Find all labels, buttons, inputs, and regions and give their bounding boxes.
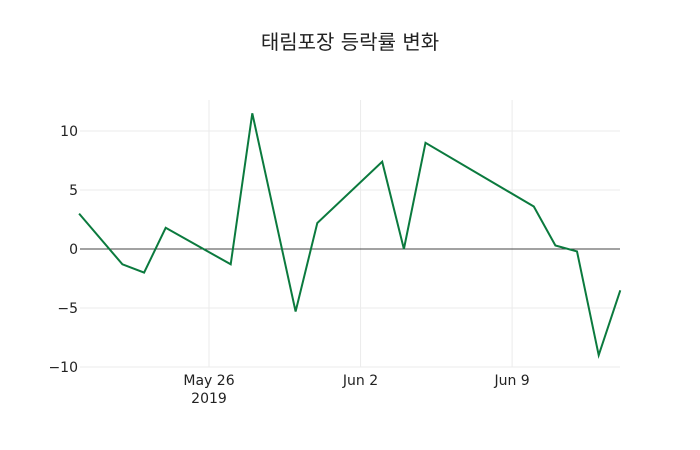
x-axis-ticks: May 26 2019 Jun 2 Jun 9 [183,373,529,407]
y-tick-label: −10 [48,360,78,376]
x-tick-label: Jun 9 [493,373,529,389]
y-tick-label: 10 [60,124,78,140]
y-tick-label: 0 [69,242,78,258]
x-gridlines [208,100,513,367]
x-tick-sublabel: 2019 [191,391,227,407]
series-line [78,113,622,360]
x-tick-label: Jun 2 [342,373,378,389]
y-tick-label: −5 [57,301,78,317]
y-axis-ticks: 10 5 0 −5 −10 [48,124,78,376]
y-tick-label: 5 [69,183,78,199]
x-tick-label: May 26 [183,373,234,389]
y-gridlines [80,130,620,368]
chart-title: 태림포장 등락률 변화 [261,30,439,54]
